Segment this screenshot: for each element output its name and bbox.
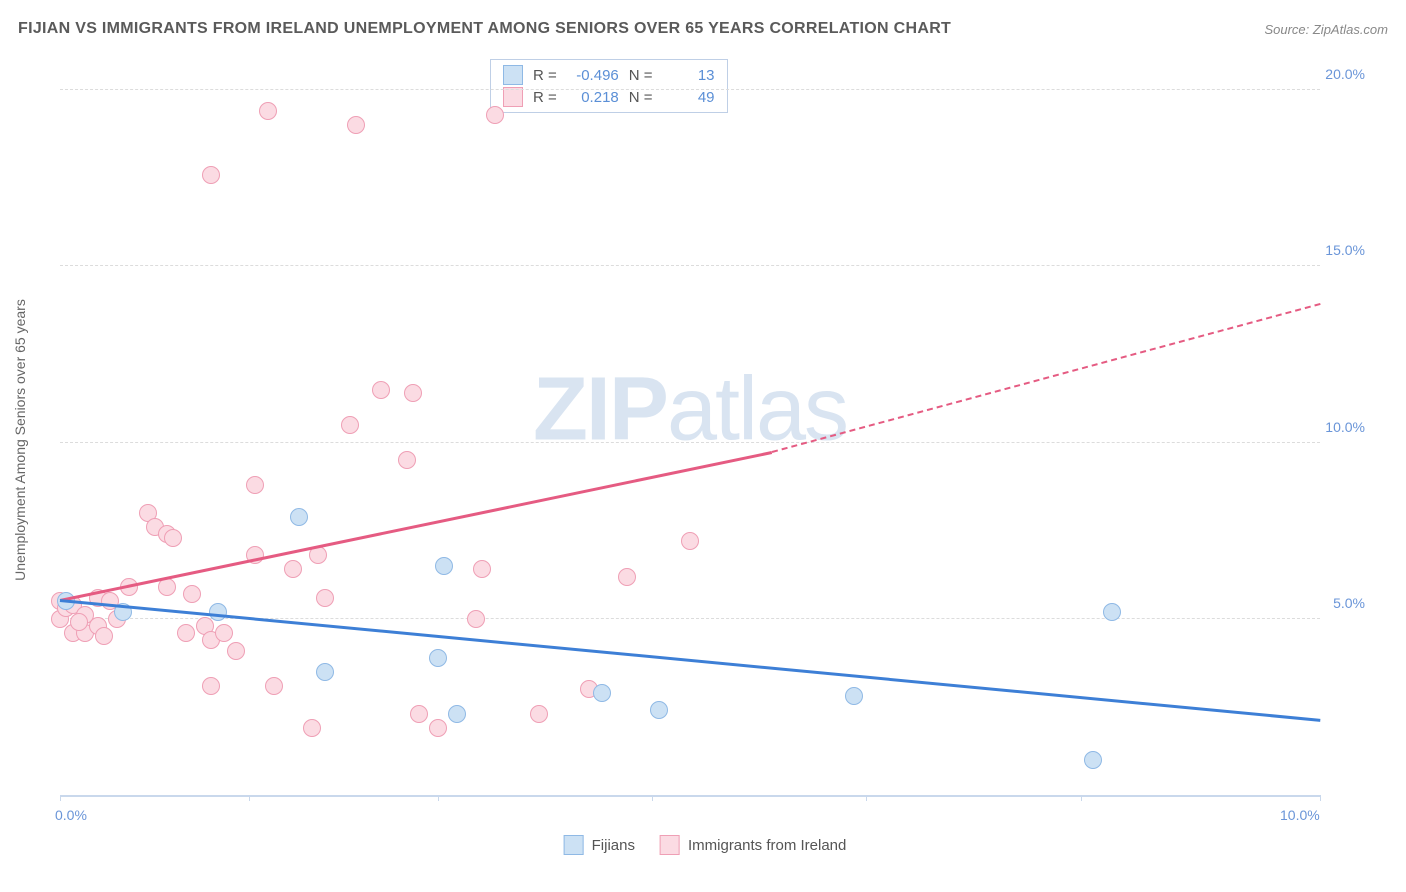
x-tick xyxy=(1320,795,1321,801)
data-point-ireland xyxy=(227,642,245,660)
watermark: ZIPatlas xyxy=(533,359,847,462)
plot-region: ZIPatlas R = -0.496 N = 13 R = 0.218 N =… xyxy=(60,55,1320,797)
trend-line xyxy=(772,303,1321,453)
data-point-fijians xyxy=(290,508,308,526)
data-point-ireland xyxy=(259,102,277,120)
x-tick xyxy=(438,795,439,801)
data-point-ireland xyxy=(429,719,447,737)
y-tick-label: 10.0% xyxy=(1325,419,1365,435)
stats-legend: R = -0.496 N = 13 R = 0.218 N = 49 xyxy=(490,59,728,113)
stats-row-fijians: R = -0.496 N = 13 xyxy=(503,64,715,86)
data-point-ireland xyxy=(473,560,491,578)
data-point-ireland xyxy=(303,719,321,737)
data-point-ireland xyxy=(202,166,220,184)
data-point-ireland xyxy=(372,381,390,399)
y-tick-label: 5.0% xyxy=(1333,595,1365,611)
data-point-ireland xyxy=(530,705,548,723)
data-point-ireland xyxy=(681,532,699,550)
data-point-fijians xyxy=(1103,603,1121,621)
data-point-ireland xyxy=(341,416,359,434)
data-point-ireland xyxy=(70,613,88,631)
data-point-ireland xyxy=(467,610,485,628)
x-tick xyxy=(652,795,653,801)
gridline xyxy=(60,442,1320,443)
data-point-ireland xyxy=(618,568,636,586)
data-point-fijians xyxy=(593,684,611,702)
data-point-ireland xyxy=(177,624,195,642)
swatch-ireland-icon xyxy=(660,835,680,855)
data-point-ireland xyxy=(246,476,264,494)
data-point-ireland xyxy=(183,585,201,603)
data-point-fijians xyxy=(429,649,447,667)
data-point-fijians xyxy=(435,557,453,575)
chart-area: Unemployment Among Seniors over 65 years… xyxy=(50,55,1360,825)
data-point-ireland xyxy=(316,589,334,607)
data-point-ireland xyxy=(265,677,283,695)
data-point-ireland xyxy=(202,677,220,695)
data-point-fijians xyxy=(845,687,863,705)
source-attribution: Source: ZipAtlas.com xyxy=(1264,22,1388,37)
data-point-ireland xyxy=(347,116,365,134)
data-point-fijians xyxy=(1084,751,1102,769)
x-tick-label: 0.0% xyxy=(55,807,87,823)
y-axis-label: Unemployment Among Seniors over 65 years xyxy=(12,299,28,581)
data-point-ireland xyxy=(215,624,233,642)
data-point-ireland xyxy=(398,451,416,469)
x-tick xyxy=(60,795,61,801)
data-point-ireland xyxy=(158,578,176,596)
data-point-fijians xyxy=(316,663,334,681)
chart-title: FIJIAN VS IMMIGRANTS FROM IRELAND UNEMPL… xyxy=(18,20,951,38)
swatch-fijians xyxy=(503,65,523,85)
legend-item-ireland: Immigrants from Ireland xyxy=(660,835,846,855)
data-point-fijians xyxy=(209,603,227,621)
legend-item-fijians: Fijians xyxy=(564,835,635,855)
swatch-fijians-icon xyxy=(564,835,584,855)
gridline xyxy=(60,265,1320,266)
data-point-ireland xyxy=(95,627,113,645)
y-tick-label: 15.0% xyxy=(1325,242,1365,258)
data-point-ireland xyxy=(404,384,422,402)
data-point-ireland xyxy=(284,560,302,578)
chart-header: FIJIAN VS IMMIGRANTS FROM IRELAND UNEMPL… xyxy=(18,20,1388,38)
x-tick xyxy=(866,795,867,801)
x-tick xyxy=(249,795,250,801)
data-point-ireland xyxy=(486,106,504,124)
gridline xyxy=(60,89,1320,90)
x-tick-label: 10.0% xyxy=(1280,807,1320,823)
series-legend: Fijians Immigrants from Ireland xyxy=(564,835,847,855)
data-point-fijians xyxy=(650,701,668,719)
x-tick xyxy=(1081,795,1082,801)
y-tick-label: 20.0% xyxy=(1325,66,1365,82)
data-point-ireland xyxy=(410,705,428,723)
data-point-ireland xyxy=(164,529,182,547)
data-point-fijians xyxy=(448,705,466,723)
